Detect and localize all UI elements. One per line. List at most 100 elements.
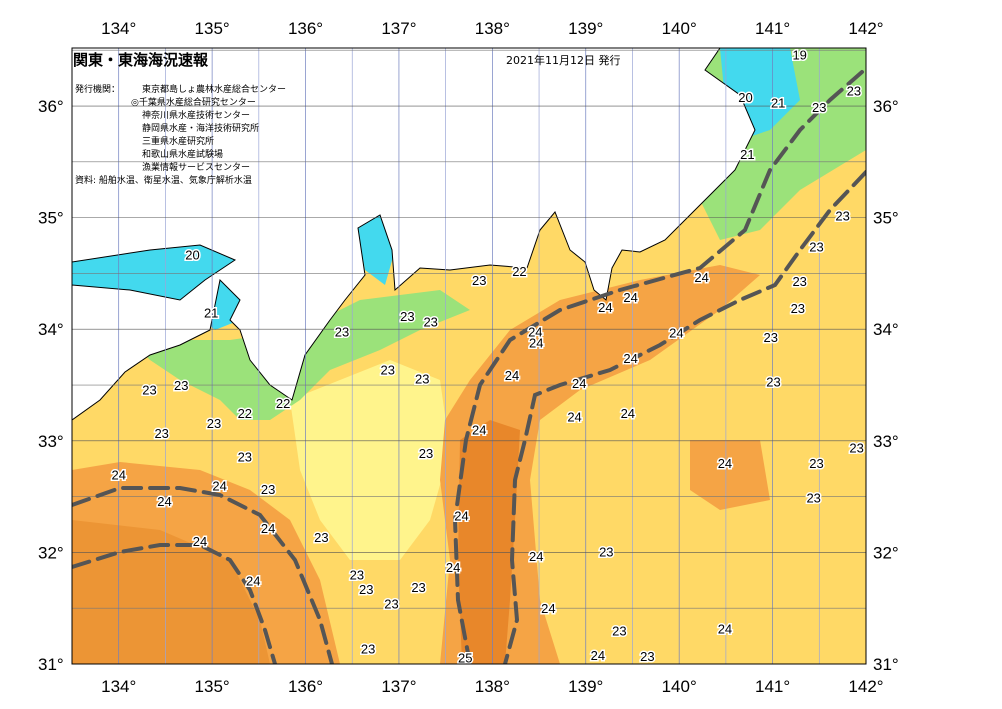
isotherm-label: 23 <box>380 362 394 377</box>
org-kanagawa: 神奈川県水産技術センター <box>142 111 251 121</box>
lat-tick-label-right: 33° <box>873 432 899 451</box>
isotherm-label: 23 <box>335 324 349 339</box>
lat-tick-label-left: 35° <box>38 209 64 228</box>
isotherm-label: 23 <box>472 273 486 288</box>
lon-tick-label-bottom: 137° <box>381 677 416 696</box>
isotherm-label: 23 <box>847 83 861 98</box>
isotherm-label: 23 <box>174 378 188 393</box>
isotherm-label: 23 <box>612 624 626 639</box>
lon-tick-label-bottom: 139° <box>568 677 603 696</box>
isotherm-label: 24 <box>529 549 543 564</box>
isotherm-label: 24 <box>157 494 171 509</box>
issue-date: 2021年11月12日 発行 <box>506 54 621 67</box>
light-yellow-zone <box>290 360 450 560</box>
axis-ticks: 134° 134° 135° 135° 136° 136° 137° 137° 138° 138°… <box>38 19 899 696</box>
lat-tick-label-right: 34° <box>873 320 899 339</box>
isotherm-label: 24 <box>623 351 637 366</box>
lon-tick-label-top: 138° <box>475 19 510 38</box>
kuroshio-axis-line <box>72 486 334 664</box>
isotherm-label: 24 <box>246 573 260 588</box>
isotherm-label: 23 <box>419 446 433 461</box>
isotherm-label: 22 <box>276 396 290 411</box>
lon-tick-label-bottom: 141° <box>755 677 790 696</box>
lon-tick-label-bottom: 138° <box>475 677 510 696</box>
isotherm-label: 24 <box>212 478 226 493</box>
lat-tick-label-right: 35° <box>873 209 899 228</box>
isotherm-label: 24 <box>591 648 605 663</box>
isotherm-label: 25 <box>458 650 472 665</box>
isotherm-label: 23 <box>766 375 780 390</box>
lon-tick-label-top: 141° <box>755 19 790 38</box>
isotherm-label: 23 <box>792 274 806 289</box>
isotherm-label: 23 <box>640 649 654 664</box>
lat-tick-label-right: 36° <box>873 97 899 116</box>
isotherm-label: 23 <box>763 330 777 345</box>
isotherm-label: 20 <box>185 247 199 262</box>
isotherm-label: 24 <box>718 621 732 636</box>
lat-tick-label-right: 31° <box>873 655 899 674</box>
isotherm-label: 24 <box>529 336 543 351</box>
lat-lon-grid <box>72 48 866 664</box>
isotherm-label: 23 <box>849 441 863 456</box>
isotherm-label: 23 <box>400 309 414 324</box>
land <box>72 48 756 421</box>
isotherm-label: 19 <box>792 48 806 63</box>
org-tokyo: 東京都島しょ農林水産総合センター <box>142 85 287 95</box>
isotherm-label: 24 <box>621 406 635 421</box>
isotherm-label: 23 <box>835 208 849 223</box>
lon-tick-label-top: 142° <box>848 19 883 38</box>
lon-tick-label-bottom: 134° <box>101 677 136 696</box>
isotherm-label: 24 <box>572 376 586 391</box>
isotherm-label: 22 <box>512 264 526 279</box>
lat-tick-label-right: 32° <box>873 543 899 562</box>
isotherm-label: 24 <box>261 521 275 536</box>
isotherm-label: 24 <box>541 601 555 616</box>
isotherm-label: 23 <box>154 426 168 441</box>
org-shizuoka: 静岡県水産・海洋技術研究所 <box>142 124 260 134</box>
isotherm-label: 23 <box>806 491 820 506</box>
lat-tick-label-left: 34° <box>38 320 64 339</box>
isotherm-labels: 19 20 21 23 23 21 23 23 22 23 24 23 24 24 23 23 23 23 24 24… <box>110 48 865 665</box>
map-frame <box>71 47 867 665</box>
isotherm-label: 24 <box>454 509 468 524</box>
isotherm-label: 22 <box>238 406 252 421</box>
isotherm-label: 23 <box>350 568 364 583</box>
isotherm-label: 20 <box>738 90 752 105</box>
isotherm-label: 23 <box>361 641 375 656</box>
isotherm-label: 21 <box>204 305 218 320</box>
orange-24-kuroshio <box>440 265 760 664</box>
lon-tick-label-bottom: 136° <box>288 677 323 696</box>
lon-tick-label-top: 135° <box>195 19 230 38</box>
lat-tick-label-left: 36° <box>38 97 64 116</box>
lon-tick-label-bottom: 140° <box>662 677 697 696</box>
kuroshio-axis-line <box>452 70 864 664</box>
isotherm-label: 23 <box>599 544 613 559</box>
lon-tick-label-top: 140° <box>662 19 697 38</box>
kuroshio-axis-line <box>503 170 866 664</box>
isotherm-label: 24 <box>598 300 612 315</box>
isotherm-label: 23 <box>812 100 826 115</box>
isotherm-label: 24 <box>505 368 519 383</box>
isotherm-label: 23 <box>314 530 328 545</box>
lat-tick-label-left: 33° <box>38 432 64 451</box>
isotherm-label: 21 <box>740 147 754 162</box>
orange-24-east <box>690 440 770 510</box>
kuroshio-axis-line <box>72 543 277 664</box>
issuer-label: 発行機関： <box>75 85 121 95</box>
map-area: 19 20 21 23 23 21 23 23 22 23 24 23 24 24 23 23 23 23 24 24… <box>72 48 866 665</box>
isotherm-label: 23 <box>261 482 275 497</box>
org-wakayama: 和歌山県水産試験場 <box>142 150 224 160</box>
isotherm-label: 23 <box>207 416 221 431</box>
lon-tick-label-top: 136° <box>288 19 323 38</box>
isotherm-label: 24 <box>567 409 581 424</box>
lon-tick-label-top: 134° <box>101 19 136 38</box>
org-chiba: ◎千葉県水産総合研究センター <box>131 98 256 108</box>
isotherm-label: 23 <box>359 582 373 597</box>
lon-tick-label-bottom: 135° <box>195 677 230 696</box>
lon-tick-label-top: 137° <box>381 19 416 38</box>
isotherm-label: 24 <box>694 270 708 285</box>
data-source: 資料: 船舶水温、衛星水温、気象庁解析水温 <box>75 176 252 186</box>
isotherm-label: 24 <box>446 560 460 575</box>
isotherm-label: 24 <box>623 290 637 305</box>
lon-tick-label-bottom: 142° <box>848 677 883 696</box>
